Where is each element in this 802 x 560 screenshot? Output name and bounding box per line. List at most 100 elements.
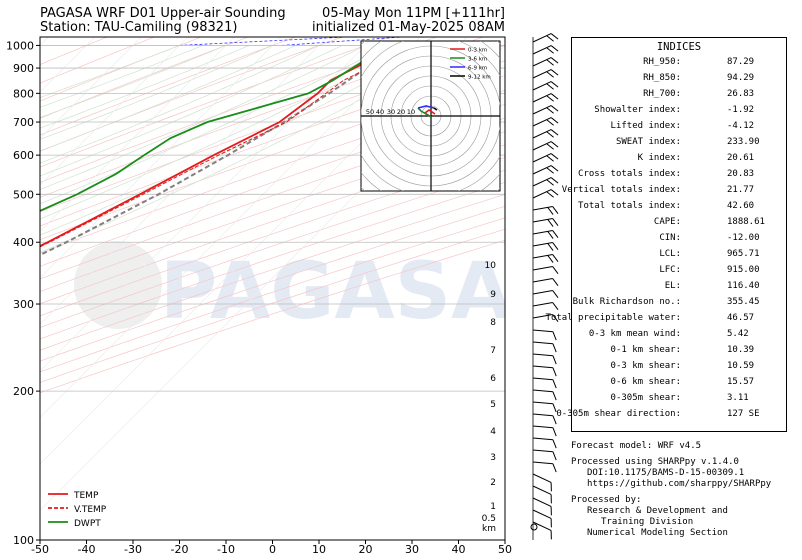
footer-doi: DOI:10.1175/BAMS-D-15-00309.1 <box>587 468 745 478</box>
footer-model: Forecast model: WRF v4.5 <box>571 441 702 451</box>
isotherm <box>40 37 235 232</box>
wind-barb <box>532 290 559 299</box>
indices-row: Cross totals index: 20.83 <box>572 169 786 185</box>
isotherm <box>40 37 375 372</box>
indices-row: K index: 20.61 <box>572 153 786 169</box>
wind-barb <box>532 353 557 365</box>
wind-barb <box>532 165 559 175</box>
indices-key: 0-305m shear: <box>610 393 681 403</box>
dry-adiabat <box>40 75 505 241</box>
y-tick-label: 400 <box>13 236 34 249</box>
indices-value: 94.29 <box>727 73 755 83</box>
legend-label: TEMP <box>73 491 99 501</box>
wind-barb <box>532 377 557 389</box>
dry-adiabat <box>40 239 505 394</box>
x-tick-label: -50 <box>31 543 49 556</box>
x-tick-label: 30 <box>405 543 419 556</box>
mixing-ratio-line <box>179 37 355 46</box>
wind-barb <box>532 278 559 287</box>
watermark-logo <box>74 241 162 329</box>
moist-adiabat <box>40 45 250 129</box>
indices-row: RH_700: 26.83 <box>572 89 786 105</box>
hodo-trace-9-12 <box>433 107 438 111</box>
indices-row: Bulk Richardson no.: 355.45 <box>572 297 786 313</box>
indices-key: Lifted index: <box>610 121 681 131</box>
wind-barb <box>532 93 559 103</box>
x-tick-label: -10 <box>217 543 235 556</box>
hodo-legend-label: 6-9 km <box>468 66 487 72</box>
wind-barb <box>532 242 559 251</box>
wind-barb <box>532 33 559 43</box>
indices-row: Lifted index: -4.12 <box>572 121 786 137</box>
indices-key: Total totals index: <box>578 201 681 211</box>
wind-barb <box>532 218 559 227</box>
indices-row: 0-6 km shear: 15.57 <box>572 377 786 393</box>
indices-key: CIN: <box>659 233 681 243</box>
indices-key: SWEAT index: <box>615 137 681 147</box>
indices-value: -4.12 <box>727 121 755 131</box>
indices-key: Bulk Richardson no.: <box>572 297 681 307</box>
indices-key: RH_850: <box>643 73 681 83</box>
indices-key: Total precipitable water: <box>545 313 681 323</box>
dry-adiabat <box>40 217 505 373</box>
wind-barb <box>532 206 559 215</box>
dry-adiabat <box>40 205 505 362</box>
dry-adiabat <box>40 103 505 267</box>
x-tick-label: -20 <box>171 543 189 556</box>
height-label: 8 <box>490 318 496 328</box>
wind-barb <box>532 521 552 540</box>
indices-key: EL: <box>664 281 681 291</box>
indices-row: SWEAT index: 233.90 <box>572 137 786 153</box>
moist-adiabat <box>40 45 227 118</box>
height-label: 5 <box>490 400 496 410</box>
hodo-ring-label: 40 <box>376 108 384 116</box>
indices-key: 0-305m shear direction: <box>556 409 681 419</box>
isotherm <box>40 37 282 279</box>
wind-barb <box>532 69 559 79</box>
y-tick-label: 100 <box>13 534 34 547</box>
wind-barb <box>532 45 559 55</box>
y-tick-label: 1000 <box>6 39 34 52</box>
x-tick-label: 0 <box>269 543 276 556</box>
dry-adiabat <box>40 89 505 254</box>
indices-row: CAPE: 1888.61 <box>572 217 786 233</box>
moist-adiabat <box>40 45 273 140</box>
indices-value: 46.57 <box>727 313 755 323</box>
y-tick-label: 600 <box>13 149 34 162</box>
footer-org-3: Numerical Modeling Section <box>587 528 728 538</box>
hodo-ring-label: 10 <box>407 108 415 116</box>
indices-key: 0-3 km mean wind: <box>588 329 681 339</box>
indices-key: Showalter index: <box>594 105 681 115</box>
hodo-trace-6-9 <box>417 105 435 109</box>
height-label: 0.5 <box>482 514 496 524</box>
wind-barb <box>532 177 559 187</box>
indices-row: 0-305m shear: 3.11 <box>572 393 786 409</box>
wind-barb <box>532 329 557 341</box>
wind-barb <box>532 230 559 239</box>
x-tick-label: 50 <box>498 543 512 556</box>
x-tick-label: 40 <box>452 543 466 556</box>
wind-barb <box>532 141 559 151</box>
indices-value: 233.90 <box>727 137 760 147</box>
indices-value: 21.77 <box>727 185 755 195</box>
moist-adiabat <box>40 45 203 108</box>
indices-value: 965.71 <box>727 249 760 259</box>
wind-barb <box>532 266 559 275</box>
dry-adiabat <box>40 228 505 383</box>
legend-label: DWPT <box>74 519 101 529</box>
moist-adiabat <box>40 45 413 220</box>
indices-key: LFC: <box>659 265 681 275</box>
indices-key: K index: <box>637 153 681 163</box>
wind-barb <box>532 401 557 413</box>
x-tick-label: -30 <box>124 543 142 556</box>
indices-row: 0-3 km shear: 10.59 <box>572 361 786 377</box>
dry-adiabat <box>40 37 297 136</box>
dry-adiabat <box>40 182 505 340</box>
isotherm <box>40 37 421 418</box>
wind-barb <box>532 189 559 199</box>
indices-value: 915.00 <box>727 265 760 275</box>
x-tick-label: 10 <box>312 543 326 556</box>
dry-adiabat <box>40 194 505 351</box>
height-label: 7 <box>490 346 496 356</box>
